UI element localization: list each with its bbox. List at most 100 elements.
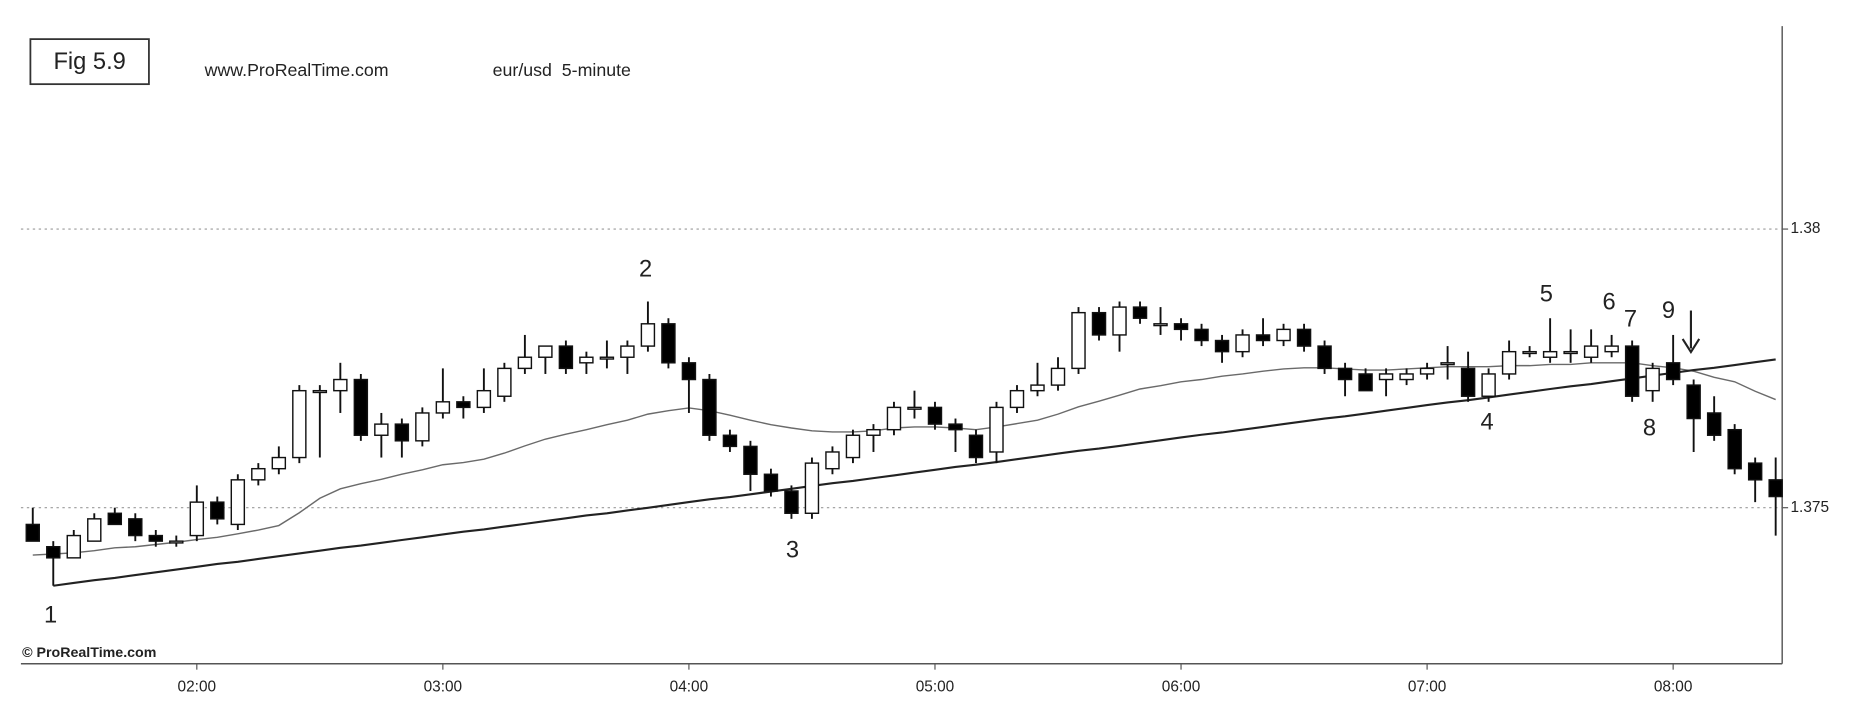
candle-body [1563,350,1578,355]
candle-body [948,423,963,431]
candle-body [251,467,266,481]
annotation: 2 [639,257,652,283]
candle-body [640,323,656,347]
candle-body [1296,328,1312,347]
line [32,362,1776,556]
candle-body [907,406,922,410]
candle-body [1214,339,1230,353]
candle-body [1071,311,1086,370]
source: www.ProRealTime.com [204,60,389,80]
candle-body [579,356,594,364]
candle-body [25,523,40,542]
candle-body [1481,373,1496,397]
candle-body [128,518,143,537]
candle-body [271,456,287,470]
arrow [1681,310,1701,355]
candle-body [599,356,615,360]
candle-body [66,534,82,559]
candle-body [517,356,533,370]
candle-body [1768,479,1783,498]
candle-body [620,345,635,358]
candle-body [1460,367,1476,397]
candle-body [46,545,61,559]
candle-body [1235,334,1250,353]
arrow-head [1681,338,1701,355]
candle-body [1255,334,1271,342]
candle-body [1276,328,1291,342]
candle-body [927,406,943,425]
annotation: 4 [1480,409,1493,435]
candle-body [333,378,348,392]
candle-body [1030,384,1045,392]
candle-body [435,401,451,414]
candle-body [374,423,389,436]
candle-body [1501,350,1517,375]
annotation: 7 [1624,306,1637,332]
candle-body [1583,345,1599,358]
candle-body [1542,350,1558,358]
candle-body [1378,373,1394,381]
candle-body [210,501,225,520]
candle-body [825,451,840,470]
candle-body [1173,323,1189,331]
title-box [29,38,150,86]
candle-body [804,462,820,514]
y-tick-label: 1.375 [1790,499,1829,516]
candle-body [845,434,861,459]
candle-body [1706,412,1722,436]
candle-body [661,323,676,364]
watermark: © ProRealTime.com [22,645,156,661]
candle-body [169,540,184,544]
candle-body [1645,367,1660,392]
candle-body [1112,306,1127,336]
annotation: 1 [44,603,57,629]
candle-body [1440,362,1455,366]
candle-body [1009,389,1025,409]
x-tick-label: 04:00 [670,679,709,696]
candle-body [107,512,123,526]
candle-body [292,389,307,459]
candle-body [681,362,697,381]
candle-body [1686,384,1701,420]
candle-body [538,345,553,358]
candle-body [1604,345,1619,353]
subtitle: eur/usd 5-minute [493,60,631,80]
candle-body [353,378,369,436]
candle-body [886,406,902,431]
candle-body [189,501,205,537]
candle-body [456,401,471,409]
candle-body [866,428,881,436]
candle-body [148,534,164,542]
y-tick-label: 1.38 [1790,220,1820,237]
candle-body [1337,367,1353,381]
candle-body [87,518,102,542]
x-tick-label: 07:00 [1408,679,1447,696]
candle-body [968,434,984,459]
candle-body [989,406,1004,453]
candle-body [1399,373,1414,381]
chart-title: Fig 5.9 [53,49,125,75]
candle-body [1624,345,1640,397]
annotation: 8 [1643,415,1656,441]
annotation: 3 [786,537,799,563]
candle-body [476,389,492,409]
candle-body [1522,350,1537,355]
candle-body [415,412,430,442]
candle-body [1194,328,1209,342]
candle-body [784,490,799,514]
annotation: 5 [1540,281,1553,307]
candle-body [558,345,574,370]
candle-body [743,445,758,475]
candle-body [1317,345,1332,370]
candle-body [1050,367,1066,386]
annotation: 6 [1603,290,1616,316]
x-tick-label: 02:00 [178,679,217,696]
candle-body [702,378,717,436]
candle-body [1747,462,1763,481]
candle-body [497,367,512,397]
candle-body [394,423,410,442]
candle-body [1091,311,1107,336]
